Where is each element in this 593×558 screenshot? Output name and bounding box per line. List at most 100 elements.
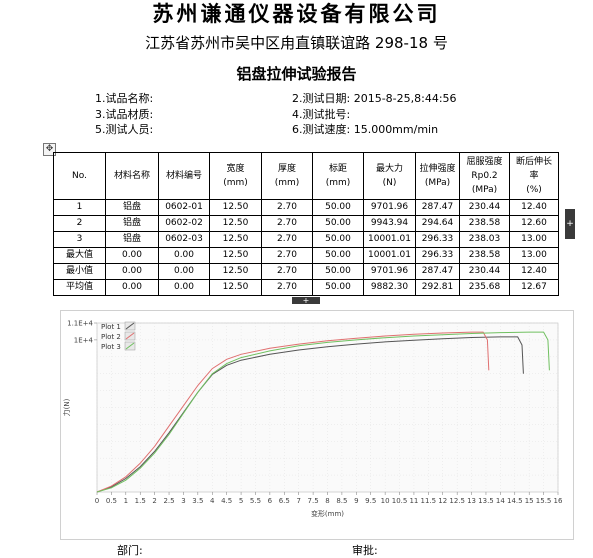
table-cell: 平均值 xyxy=(53,279,106,296)
tensile-chart: 0 0.5 1 1.5 2 2.5 3 3.5 4 4.5 5 5.5 6 6.5 7 7.5 8 8.5 9 9.5… xyxy=(60,310,574,540)
x-tick-label: 13.5 xyxy=(478,497,494,505)
table-cell: 0602-02 xyxy=(158,215,210,232)
table-header-cell: 拉伸强度 (MPa) xyxy=(415,152,460,200)
y-tick-label: 1.1E+4 xyxy=(67,320,93,328)
table-cell: 235.68 xyxy=(459,279,510,296)
table-cell: 0.00 xyxy=(158,247,210,264)
x-tick-label: 3.5 xyxy=(192,497,203,505)
x-tick-label: 7 xyxy=(296,497,300,505)
table-cell: 296.33 xyxy=(415,231,460,248)
table-cell: 296.33 xyxy=(415,247,460,264)
x-tick-label: 1.5 xyxy=(135,497,146,505)
legend-label: Plot 3 xyxy=(101,343,121,351)
x-tick-label: 12 xyxy=(438,497,447,505)
table-row: 1 铝盘 0602-01 12.50 2.70 50.00 9701.96 287.47 230… xyxy=(53,199,559,216)
series-line-1 xyxy=(96,336,524,493)
table-cell: 12.50 xyxy=(209,263,262,280)
legend-swatch-line xyxy=(125,332,135,340)
table-cell: 12.40 xyxy=(509,263,559,280)
footer-department: 部门: xyxy=(117,544,143,557)
x-tick-label: 6 xyxy=(268,497,273,505)
table-cell: 9701.96 xyxy=(363,199,416,216)
x-tick-label: 15 xyxy=(525,497,534,505)
table-cell: 0602-03 xyxy=(158,231,210,248)
x-tick-label: 2 xyxy=(152,497,156,505)
table-row: 3 铝盘 0602-03 12.50 2.70 50.00 10001.01 296.33 23… xyxy=(53,231,559,248)
x-tick-label: 11 xyxy=(409,497,418,505)
table-cell: 2.70 xyxy=(261,247,313,264)
table-cell: 12.50 xyxy=(209,279,262,296)
table-cell: 292.81 xyxy=(415,279,460,296)
table-cell: 2.70 xyxy=(261,199,313,216)
legend-swatch-line xyxy=(125,342,135,350)
x-tick-label: 13 xyxy=(467,497,476,505)
table-cell: 50.00 xyxy=(312,215,364,232)
table-cell: 50.00 xyxy=(312,231,364,248)
table-cell: 0602-01 xyxy=(158,199,210,216)
x-tick-label: 15.5 xyxy=(536,497,552,505)
legend-label: Plot 1 xyxy=(101,323,121,331)
table-cell: 2.70 xyxy=(261,215,313,232)
table-cell: 230.44 xyxy=(459,263,510,280)
table-cell: 0.00 xyxy=(105,263,159,280)
series-line-2 xyxy=(96,331,490,493)
x-tick-label: 3 xyxy=(181,497,185,505)
table-resize-handle-icon[interactable]: + xyxy=(292,297,320,305)
table-cell: 铝盘 xyxy=(105,231,159,248)
table-header-cell: 厚度 (mm) xyxy=(261,152,313,200)
x-tick-label: 8.5 xyxy=(336,497,347,505)
table-cell: 287.47 xyxy=(415,263,460,280)
table-cell: 10001.01 xyxy=(363,231,416,248)
footer-approver: 审批: xyxy=(352,544,378,557)
table-cell: 0.00 xyxy=(105,247,159,264)
company-address: 江苏省苏州市吴中区甪直镇联谊路 298-18 号 xyxy=(145,34,448,52)
table-cell: 12.60 xyxy=(509,215,559,232)
x-tick-label: 4 xyxy=(210,497,215,505)
x-tick-label: 0.5 xyxy=(106,497,117,505)
table-cell: 0.00 xyxy=(105,279,159,296)
table-row: 最大值 0.00 0.00 12.50 2.70 50.00 10001.01 296.33 2… xyxy=(53,247,559,264)
table-cell: 12.67 xyxy=(509,279,559,296)
table-cell: 0.00 xyxy=(158,279,210,296)
series-line-3 xyxy=(96,331,550,493)
table-cell: 0.00 xyxy=(158,263,210,280)
table-cell: 2.70 xyxy=(261,263,313,280)
y-axis-title: 力(N) xyxy=(62,398,71,416)
table-cell: 12.50 xyxy=(209,215,262,232)
table-cell: 50.00 xyxy=(312,263,364,280)
report-title: 铝盘拉伸试验报告 xyxy=(236,65,357,83)
legend-swatch-line xyxy=(125,322,135,330)
table-row: 2 铝盘 0602-02 12.50 2.70 50.00 9943.94 294.64 238… xyxy=(53,215,559,232)
table-cell: 13.00 xyxy=(509,247,559,264)
info-test-date: 2.测试日期: 2015-8-25,8:44:56 xyxy=(292,92,457,105)
table-cell: 230.44 xyxy=(459,199,510,216)
table-header-cell: 材料编号 xyxy=(158,152,210,200)
legend-label: Plot 2 xyxy=(101,333,121,341)
table-add-column-handle-icon[interactable]: + xyxy=(565,209,575,239)
table-cell: 9882.30 xyxy=(363,279,416,296)
x-tick-label: 7.5 xyxy=(308,497,319,505)
table-cell: 铝盘 xyxy=(105,215,159,232)
x-tick-label: 6.5 xyxy=(279,497,290,505)
table-cell: 50.00 xyxy=(312,279,364,296)
table-cell: 50.00 xyxy=(312,247,364,264)
table-header-row: No. 材料名称 材料编号 宽度 (mm) 厚度 (mm) 标距 (mm) 最大力 (N) 拉… xyxy=(53,152,559,200)
x-tick-label: 0 xyxy=(95,497,99,505)
results-table: No. 材料名称 材料编号 宽度 (mm) 厚度 (mm) 标距 (mm) 最大力 (N) 拉… xyxy=(53,152,559,296)
x-tick-label: 10 xyxy=(381,497,390,505)
table-cell: 2.70 xyxy=(261,231,313,248)
table-cell: 铝盘 xyxy=(105,199,159,216)
table-header-cell: 材料名称 xyxy=(105,152,159,200)
table-cell: 238.58 xyxy=(459,247,510,264)
info-material: 3.试品材质: xyxy=(95,108,154,121)
table-cell: 13.00 xyxy=(509,231,559,248)
x-tick-label: 9.5 xyxy=(365,497,376,505)
table-row: 平均值 0.00 0.00 12.50 2.70 50.00 9882.30 292.81 23… xyxy=(53,279,559,296)
table-move-handle-icon[interactable]: ✥ xyxy=(43,143,56,156)
table-cell: 最小值 xyxy=(53,263,106,280)
table-cell: 294.64 xyxy=(415,215,460,232)
x-tick-label: 2.5 xyxy=(163,497,174,505)
table-header-cell: 最大力 (N) xyxy=(363,152,416,200)
chart-svg: 0 0.5 1 1.5 2 2.5 3 3.5 4 4.5 5 5.5 6 6.5 7 7.5 8 8.5 9 9.5… xyxy=(62,320,563,519)
table-cell: 9701.96 xyxy=(363,263,416,280)
